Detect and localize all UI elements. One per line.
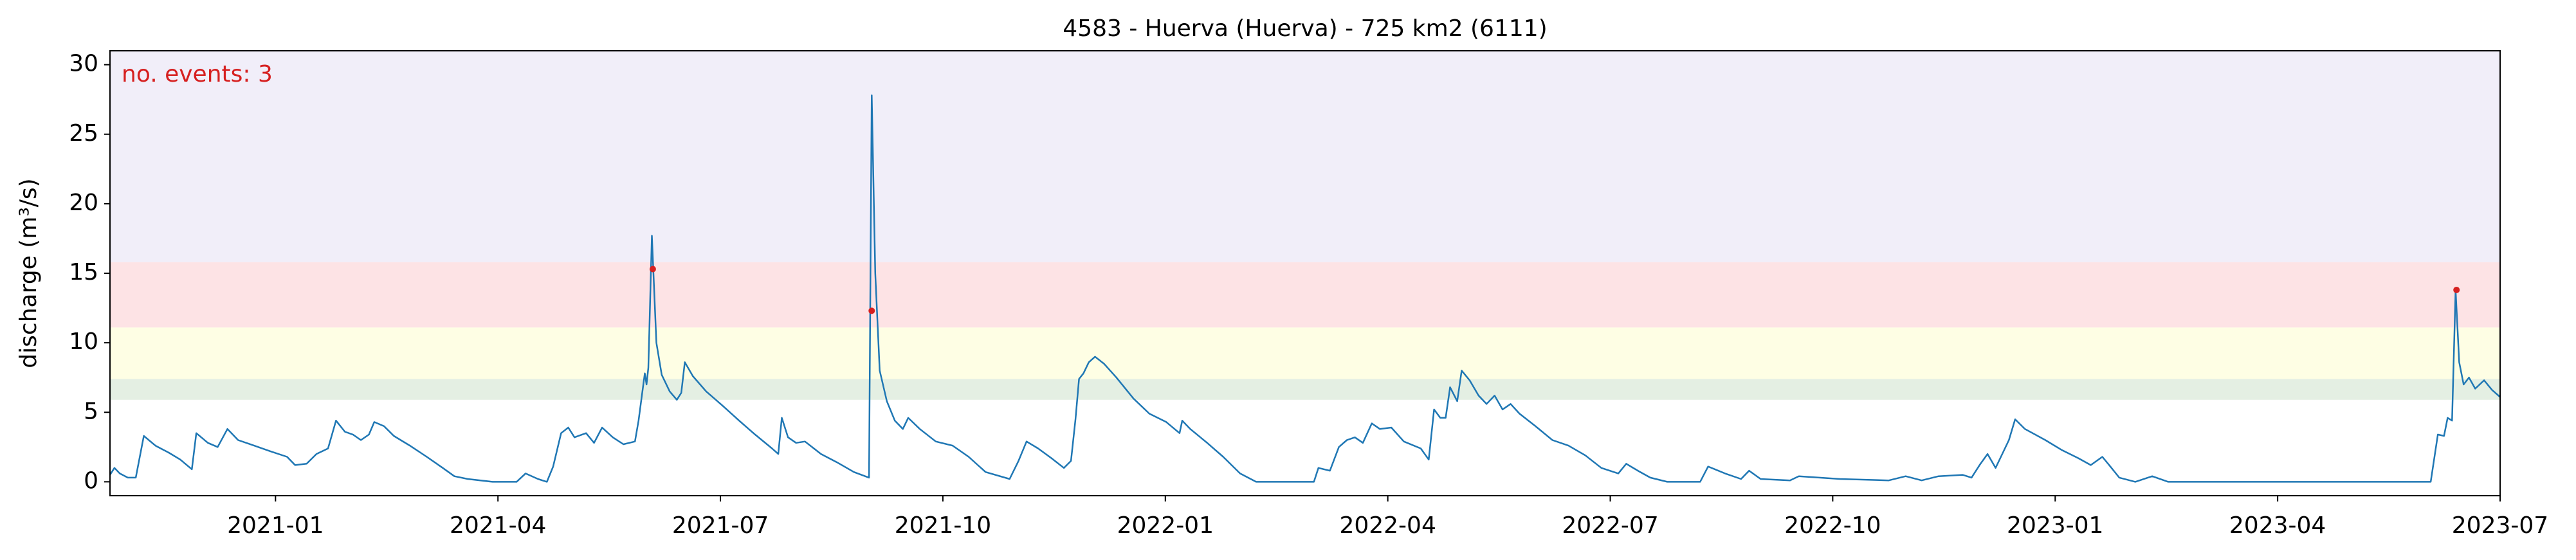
x-tick-label: 2021-10 bbox=[895, 512, 991, 539]
x-tick-label: 2022-01 bbox=[1117, 512, 1214, 539]
y-tick-label: 0 bbox=[84, 467, 98, 494]
y-axis-label: discharge (m³/s) bbox=[15, 178, 42, 368]
event-point bbox=[649, 266, 656, 273]
threshold-band bbox=[110, 327, 2500, 379]
x-tick-label: 2023-07 bbox=[2452, 512, 2548, 539]
x-tick-label: 2023-04 bbox=[2229, 512, 2326, 539]
x-tick-label: 2022-04 bbox=[1339, 512, 1436, 539]
y-tick-label: 30 bbox=[69, 51, 98, 77]
events-annotation: no. events: 3 bbox=[122, 61, 273, 87]
y-tick-label: 10 bbox=[69, 329, 98, 355]
y-tick-label: 25 bbox=[69, 120, 98, 147]
chart-title: 4583 - Huerva (Huerva) - 725 km2 (6111) bbox=[1063, 15, 1547, 42]
plot-frame bbox=[109, 50, 2501, 496]
x-tick-label: 2022-07 bbox=[1562, 512, 1658, 539]
y-tick-label: 5 bbox=[84, 398, 98, 424]
x-tick-label: 2022-10 bbox=[1784, 512, 1881, 539]
y-tick-label: 20 bbox=[69, 190, 98, 216]
x-tick-label: 2021-07 bbox=[672, 512, 769, 539]
x-tick-label: 2021-01 bbox=[227, 512, 324, 539]
threshold-band bbox=[110, 379, 2500, 400]
x-tick-label: 2021-04 bbox=[450, 512, 546, 539]
threshold-band bbox=[110, 51, 2500, 262]
event-point bbox=[868, 307, 875, 314]
y-tick-label: 15 bbox=[69, 259, 98, 285]
threshold-band bbox=[110, 262, 2500, 328]
event-point bbox=[2453, 286, 2460, 293]
discharge-line bbox=[109, 94, 2501, 483]
x-tick-label: 2023-01 bbox=[2007, 512, 2103, 539]
